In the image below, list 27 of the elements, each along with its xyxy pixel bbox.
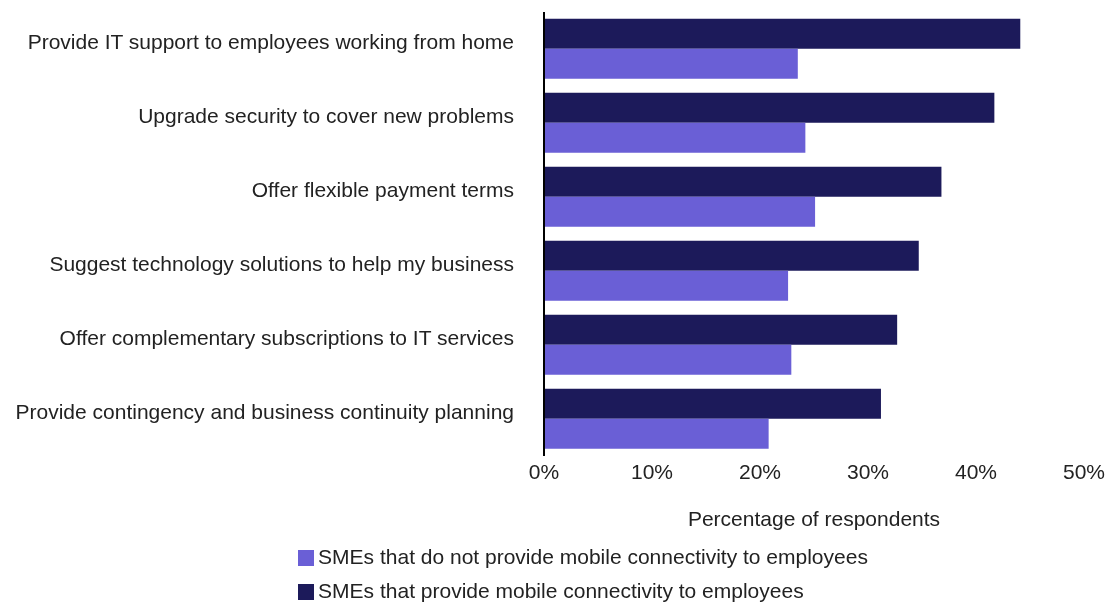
bar [544, 196, 816, 227]
x-tick-label: 10% [630, 459, 674, 483]
x-tick-label: 20% [738, 459, 782, 483]
legend-label: SMEs that do not provide mobile connectivity to employees [318, 545, 868, 568]
y-tick-label: Offer flexible payment terms [251, 178, 514, 201]
bar [544, 18, 1021, 49]
y-tick-label: Provide IT support to employees working from home [27, 30, 514, 53]
bar [544, 418, 769, 449]
x-axis-title: Percentage of respondents [687, 507, 941, 530]
x-tick-label: 30% [846, 459, 890, 483]
y-tick-label: Provide contingency and business continuity planning [15, 400, 514, 423]
bar [544, 240, 919, 271]
y-tick-label: Upgrade security to cover new problems [138, 104, 514, 127]
bar [544, 344, 792, 375]
y-tick-label: Offer complementary subscriptions to IT services [59, 326, 514, 349]
bar [544, 92, 995, 123]
bar [544, 48, 798, 79]
y-tick-label: Suggest technology solutions to help my business [49, 252, 514, 275]
bar [544, 388, 881, 419]
bar [544, 270, 789, 301]
bar [544, 314, 898, 345]
bar [544, 122, 806, 153]
legend-label: SMEs that provide mobile connectivity to employees [318, 579, 804, 602]
x-tick-label: 40% [954, 459, 998, 483]
bar [544, 166, 942, 197]
x-tick-label: 50% [1062, 459, 1106, 483]
x-tick-label: 0% [528, 459, 560, 483]
